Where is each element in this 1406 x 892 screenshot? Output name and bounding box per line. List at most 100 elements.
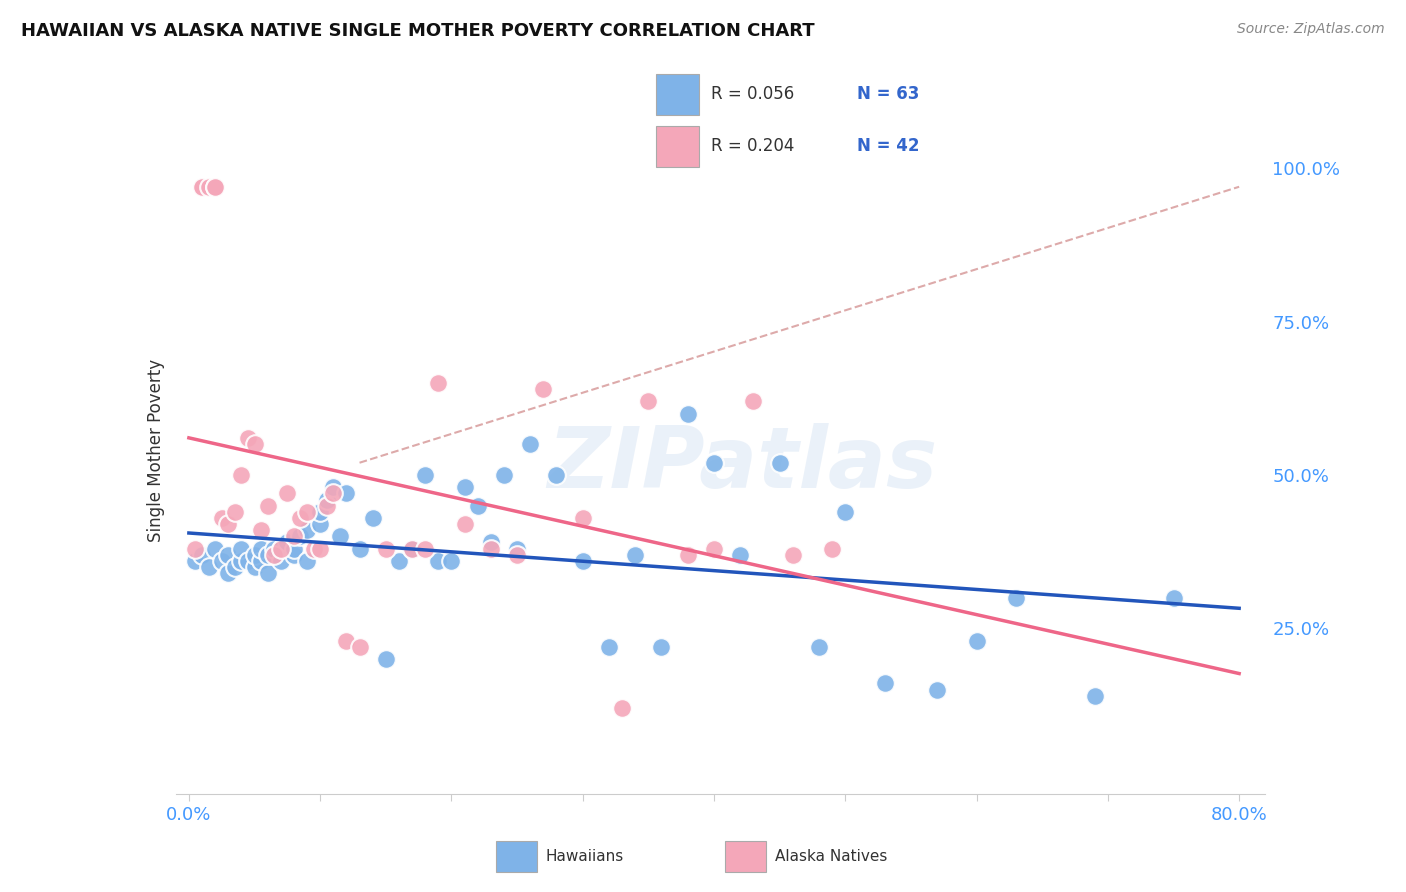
- Point: [276, 486, 298, 500]
- Point: [703, 541, 725, 556]
- Point: [197, 560, 219, 574]
- Point: [295, 554, 318, 568]
- Point: [236, 554, 259, 568]
- Point: [821, 541, 844, 556]
- Point: [315, 499, 337, 513]
- Point: [290, 511, 312, 525]
- Point: [217, 517, 239, 532]
- Text: R = 0.056: R = 0.056: [711, 85, 794, 103]
- Point: [769, 456, 792, 470]
- FancyBboxPatch shape: [725, 840, 766, 872]
- Text: R = 0.204: R = 0.204: [711, 137, 794, 155]
- Text: ZIPatlas: ZIPatlas: [547, 423, 938, 506]
- Point: [361, 511, 384, 525]
- Point: [453, 480, 475, 494]
- Point: [243, 560, 266, 574]
- Point: [834, 505, 856, 519]
- Point: [231, 467, 253, 482]
- Point: [427, 554, 450, 568]
- Point: [309, 505, 332, 519]
- Point: [1163, 591, 1185, 605]
- Point: [217, 548, 239, 562]
- Point: [388, 554, 411, 568]
- Point: [335, 633, 357, 648]
- Point: [263, 548, 285, 562]
- Point: [637, 394, 659, 409]
- Point: [453, 517, 475, 532]
- Text: N = 42: N = 42: [858, 137, 920, 155]
- Point: [650, 640, 672, 654]
- Text: Hawaiians: Hawaiians: [546, 849, 624, 863]
- Point: [479, 535, 502, 549]
- Point: [401, 541, 423, 556]
- Point: [506, 541, 529, 556]
- Point: [224, 505, 246, 519]
- FancyBboxPatch shape: [657, 74, 699, 114]
- Point: [270, 541, 292, 556]
- Point: [322, 486, 344, 500]
- Point: [250, 541, 273, 556]
- Point: [276, 535, 298, 549]
- Point: [782, 548, 804, 562]
- Y-axis label: Single Mother Poverty: Single Mother Poverty: [146, 359, 165, 542]
- Point: [531, 382, 554, 396]
- Point: [184, 541, 207, 556]
- Point: [211, 511, 233, 525]
- Point: [401, 541, 423, 556]
- Point: [742, 394, 765, 409]
- Point: [873, 676, 896, 690]
- Point: [250, 523, 273, 537]
- Point: [283, 548, 305, 562]
- Point: [295, 523, 318, 537]
- Point: [730, 548, 752, 562]
- Point: [610, 701, 633, 715]
- Point: [374, 541, 396, 556]
- Point: [184, 554, 207, 568]
- Point: [571, 511, 593, 525]
- Point: [440, 554, 463, 568]
- Point: [598, 640, 620, 654]
- Point: [349, 541, 371, 556]
- Point: [263, 541, 285, 556]
- Point: [191, 179, 214, 194]
- Point: [808, 640, 831, 654]
- Text: N = 63: N = 63: [858, 85, 920, 103]
- Point: [211, 554, 233, 568]
- Point: [349, 640, 371, 654]
- Point: [676, 407, 699, 421]
- Point: [624, 548, 647, 562]
- Point: [427, 376, 450, 390]
- Point: [295, 505, 318, 519]
- Point: [191, 179, 214, 194]
- Point: [1084, 689, 1107, 703]
- Point: [197, 179, 219, 194]
- Point: [256, 566, 278, 581]
- Point: [329, 529, 352, 543]
- Point: [231, 554, 253, 568]
- Point: [256, 548, 278, 562]
- Point: [309, 517, 332, 532]
- Point: [309, 541, 332, 556]
- Point: [224, 560, 246, 574]
- Point: [1005, 591, 1028, 605]
- Point: [479, 541, 502, 556]
- Point: [256, 499, 278, 513]
- Point: [703, 456, 725, 470]
- Text: Alaska Natives: Alaska Natives: [775, 849, 887, 863]
- Point: [413, 541, 436, 556]
- Point: [231, 541, 253, 556]
- Point: [302, 541, 325, 556]
- Point: [270, 554, 292, 568]
- Point: [250, 554, 273, 568]
- Point: [413, 467, 436, 482]
- Point: [467, 499, 489, 513]
- Point: [322, 480, 344, 494]
- Point: [335, 486, 357, 500]
- Point: [217, 566, 239, 581]
- Point: [519, 437, 541, 451]
- Point: [236, 431, 259, 445]
- Point: [927, 682, 949, 697]
- Point: [204, 179, 226, 194]
- Point: [492, 467, 515, 482]
- Point: [283, 541, 305, 556]
